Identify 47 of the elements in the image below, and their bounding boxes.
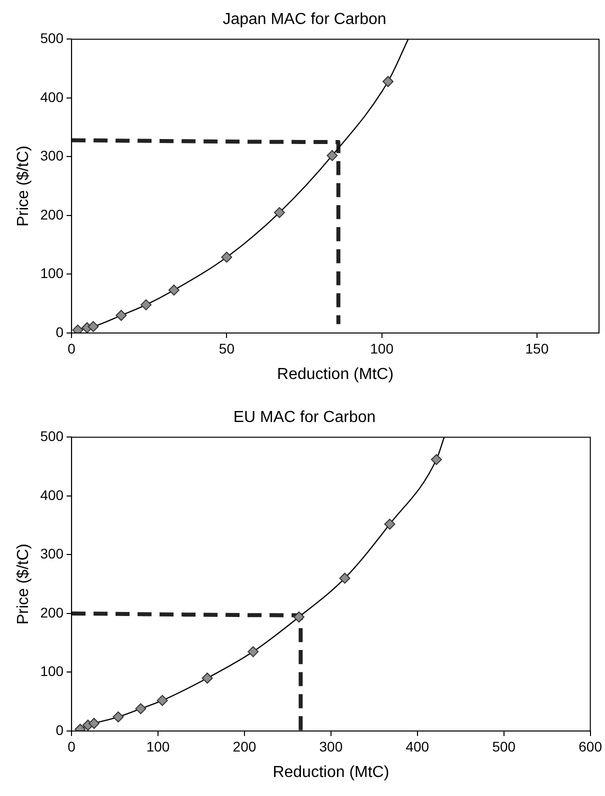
point [339,572,350,584]
point [430,454,442,466]
point [140,299,152,310]
y-tick-label: 0 [56,324,64,340]
point [135,703,146,714]
y-tick-label: 500 [40,30,64,46]
point [88,321,99,332]
x-tick-label: 100 [370,340,394,356]
x-axis-title: Reduction (MtC) [272,764,390,781]
point [326,150,338,162]
x-tick-label: 400 [406,738,430,754]
x-axis-title: Reduction (MtC) [277,366,394,383]
x-tick-label: 300 [319,738,343,754]
point [221,252,232,263]
y-axis-title: Price ($/tC) [15,544,32,625]
y-tick-label: 100 [40,663,64,680]
point [116,310,127,321]
point [248,646,259,658]
x-tick-label: 200 [232,738,256,754]
y-tick-label: 500 [40,428,64,444]
point [384,518,396,530]
y-tick-label: 200 [40,206,64,222]
point [293,612,304,623]
x-tick-label: 100 [146,738,170,754]
point [202,672,213,684]
y-tick-label: 400 [40,486,64,503]
x-tick-label: 50 [218,340,235,356]
point [382,76,394,88]
point [274,207,285,218]
y-tick-label: 300 [40,546,64,562]
point [168,284,180,296]
y-tick-label: 300 [40,148,64,164]
x-tick-label: 0 [68,738,76,754]
y-tick-label: 0 [56,722,64,738]
y-axis-title: Price ($/tC) [15,146,32,227]
x-tick-label: 150 [525,340,549,356]
point [112,711,124,722]
x-tick-label: 600 [578,738,602,754]
y-tick-label: 200 [40,604,64,620]
x-tick-label: 0 [68,340,76,356]
point [88,718,100,729]
x-tick-label: 500 [492,738,516,754]
y-tick-label: 400 [40,88,64,105]
point [156,694,168,706]
y-tick-label: 100 [40,265,64,282]
chart-title: Japan MAC for Carbon [222,11,386,28]
chart-title: EU MAC for Carbon [233,409,376,426]
